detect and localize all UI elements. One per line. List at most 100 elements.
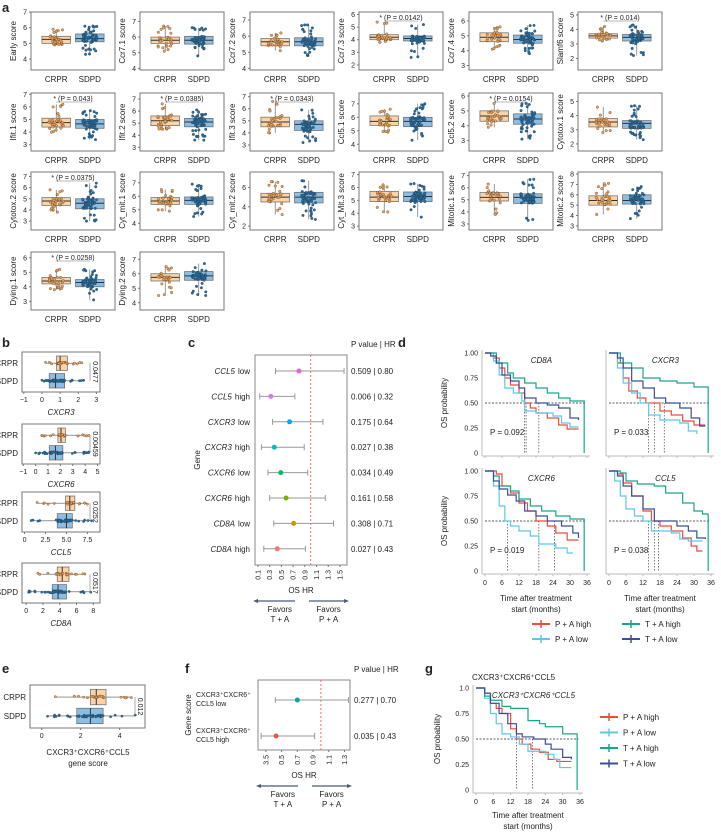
sdpd-point — [195, 108, 199, 112]
sdpd-point — [202, 262, 206, 266]
sdpd-point — [42, 379, 46, 383]
x-category-label: SDPD — [188, 156, 210, 165]
sdpd-point — [420, 117, 423, 121]
crpr-point — [70, 572, 73, 576]
sdpd-point — [421, 23, 425, 27]
sdpd-point — [306, 195, 310, 199]
gene-row-label: CXCR6 low — [208, 469, 250, 478]
panel-label: c — [188, 335, 195, 350]
y-tick-label: 6 — [351, 115, 355, 122]
crpr-point — [48, 287, 52, 291]
boxplot-ccl5-1-score — [357, 92, 444, 152]
sdpd-point — [81, 197, 85, 201]
crpr-point — [162, 49, 166, 53]
y-tick-label: 5 — [132, 286, 136, 293]
sdpd-point — [86, 281, 89, 285]
crpr-point — [55, 197, 58, 201]
sdpd-point — [526, 120, 530, 124]
crpr-point — [76, 434, 80, 438]
sdpd-point — [202, 195, 206, 199]
y-tick-label: 2 — [242, 224, 246, 231]
crpr-point — [77, 694, 80, 698]
forest-row — [275, 368, 345, 374]
sdpd-point — [629, 104, 633, 108]
crpr-point — [597, 38, 601, 42]
y-tick-label: 3 — [132, 145, 136, 152]
y-category-label: SDPD — [4, 712, 26, 721]
sdpd-point — [305, 42, 309, 46]
sdpd-point — [92, 298, 96, 302]
x-axis-label: CD8A — [50, 619, 71, 628]
x-tick-label: 36 — [707, 580, 715, 587]
sdpd-point — [530, 110, 534, 114]
km-curve-pa_high — [485, 470, 579, 541]
crpr-point — [54, 128, 58, 132]
sdpd-point — [409, 121, 413, 125]
y-axis-label: Ifit.1 score — [9, 103, 18, 140]
sdpd-point — [416, 192, 420, 196]
crpr-point — [267, 131, 271, 135]
hr-point — [296, 368, 302, 374]
crpr-point — [159, 39, 162, 43]
x-tick-label: 0.7 — [295, 755, 302, 765]
y-axis-label: Ccr7.1 score — [118, 18, 127, 64]
boxplot-mitotic-1-score — [467, 171, 554, 231]
sdpd-point — [193, 45, 197, 49]
x-tick-label: 0 — [40, 397, 44, 404]
y-tick-label: 6 — [461, 18, 465, 25]
sdpd-point — [197, 44, 201, 48]
crpr-point — [605, 38, 608, 41]
sdpd-point — [525, 105, 529, 109]
crpr-point — [486, 122, 490, 126]
y-axis-label: OS probability — [440, 378, 449, 428]
sdpd-point — [636, 119, 640, 123]
y-axis-label: Cyt_Mit.3 score — [337, 173, 346, 229]
crpr-point — [486, 182, 490, 186]
sdpd-point — [48, 380, 52, 384]
significance-label: * (P = 0.014) — [600, 15, 639, 22]
y-tick-label: 7 — [570, 182, 574, 189]
crpr-point — [279, 192, 283, 196]
sdpd-point — [191, 276, 195, 279]
x-category-label: SDPD — [188, 75, 210, 84]
sdpd-point — [519, 130, 523, 134]
sdpd-point — [67, 590, 71, 593]
y-tick-label: 0.75 — [455, 711, 469, 718]
crpr-point — [53, 120, 57, 124]
boxplot-mitotic-2-score — [576, 171, 663, 231]
sdpd-point — [78, 379, 81, 383]
sdpd-point — [84, 715, 88, 719]
crpr-point — [161, 107, 164, 111]
x-category-label: CRPR — [154, 156, 177, 165]
sdpd-point — [628, 217, 632, 221]
crpr-point — [82, 695, 85, 699]
crpr-point — [61, 124, 65, 127]
km-curve-ta_low — [485, 352, 580, 420]
sdpd-point — [31, 518, 35, 522]
x-tick-label: 3 — [71, 469, 75, 476]
x-tick-label: 0 — [40, 733, 44, 740]
sdpd-point — [630, 23, 634, 27]
y-tick-label: 3 — [461, 221, 465, 228]
crpr-point — [52, 277, 56, 281]
y-tick-label: 5 — [351, 128, 355, 135]
y-tick-label: 6 — [570, 192, 574, 199]
crpr-point — [375, 205, 379, 209]
crpr-point — [279, 31, 283, 35]
y-axis-label: Gene — [193, 450, 202, 470]
sdpd-point — [410, 42, 414, 46]
crpr-point — [386, 196, 390, 200]
crpr-point — [382, 22, 386, 25]
crpr-point — [605, 32, 609, 36]
y-tick-label: 6 — [461, 93, 465, 100]
sdpd-point — [418, 36, 422, 40]
y-tick-label: 5 — [242, 50, 246, 57]
crpr-point — [161, 196, 165, 200]
crpr-point — [267, 183, 271, 187]
crpr-point — [383, 198, 387, 202]
sdpd-point — [641, 30, 645, 34]
sdpd-point — [637, 37, 641, 40]
sdpd-point — [312, 40, 316, 44]
crpr-point — [596, 126, 600, 130]
legend-label: T + A low — [645, 635, 678, 644]
